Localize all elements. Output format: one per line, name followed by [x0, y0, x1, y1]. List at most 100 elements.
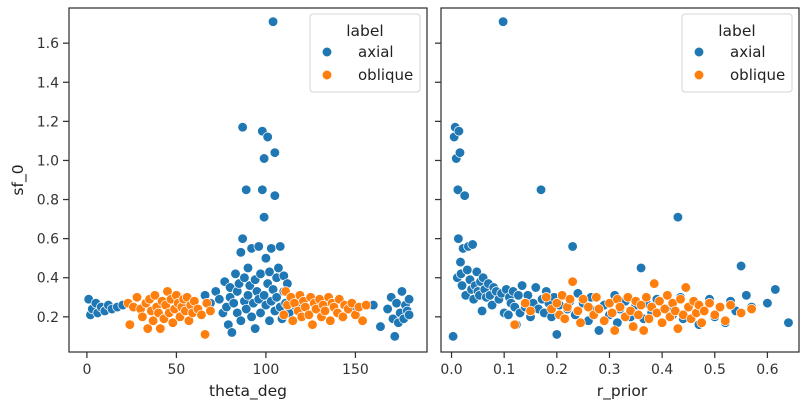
- data-point-oblique: [699, 305, 710, 317]
- data-point-oblique: [609, 325, 620, 336]
- x-tick-label: 0: [82, 362, 91, 378]
- data-point-oblique: [633, 309, 644, 321]
- data-point-axial: [403, 309, 415, 321]
- data-point-axial: [273, 262, 284, 274]
- data-point-oblique: [360, 299, 372, 311]
- data-point-axial: [271, 292, 282, 303]
- x-tick-label: 150: [342, 362, 369, 378]
- data-point-oblique: [656, 317, 668, 328]
- data-point-axial: [459, 190, 470, 201]
- data-point-axial: [462, 264, 473, 276]
- y-tick-label: 0.8: [37, 193, 59, 209]
- data-point-axial: [467, 239, 478, 250]
- data-point-oblique: [147, 315, 159, 326]
- data-point-oblique: [599, 315, 610, 326]
- data-point-axial: [456, 280, 468, 291]
- x-ticks: 0.0 0.1 0.2 0.3 0.4 0.5 0.6: [440, 352, 779, 378]
- data-point-axial: [593, 325, 605, 336]
- legend-label-oblique: oblique: [358, 66, 413, 84]
- data-point-oblique: [155, 323, 166, 334]
- data-point-oblique: [287, 315, 298, 326]
- data-point-axial: [269, 147, 281, 158]
- x-tick-label: 0.5: [704, 362, 726, 378]
- data-point-axial: [471, 266, 482, 278]
- data-point-oblique: [278, 309, 289, 321]
- data-point-oblique: [307, 319, 318, 330]
- data-point-oblique: [628, 321, 639, 332]
- data-point-axial: [453, 125, 465, 137]
- x-tick-label: 0.0: [440, 362, 462, 378]
- data-point-oblique: [659, 303, 670, 315]
- panel-theta-deg: 0 50 100 150 0.2 0.4 0.6 0.8 1.0 1.2 1.4 1.6 theta…: [9, 7, 428, 401]
- data-point-oblique: [564, 294, 576, 305]
- data-point-oblique: [551, 297, 562, 309]
- data-point-oblique: [675, 294, 686, 305]
- data-point-oblique: [149, 290, 161, 301]
- x-tick-label: 100: [253, 362, 280, 378]
- data-point-axial: [241, 303, 252, 315]
- data-point-axial: [241, 184, 252, 195]
- data-point-oblique: [525, 305, 536, 317]
- x-tick-label: 0.4: [651, 362, 673, 378]
- data-point-oblique: [337, 311, 349, 322]
- data-point-axial: [228, 297, 239, 309]
- data-point-oblique: [614, 301, 626, 313]
- data-point-axial: [513, 290, 524, 301]
- data-point-axial: [503, 309, 514, 321]
- x-tick-label: 0.2: [546, 362, 568, 378]
- data-point-axial: [741, 290, 752, 301]
- data-point-oblique: [509, 319, 520, 330]
- data-point-axial: [476, 305, 488, 317]
- y-ticks: 0.2 0.4 0.6 0.8 1.0 1.2 1.4 1.6: [37, 36, 69, 326]
- data-point-axial: [672, 211, 684, 223]
- legend-marker-axial: [693, 46, 705, 58]
- plot-frame: [440, 7, 800, 353]
- data-point-axial: [454, 147, 466, 158]
- data-point-axial: [258, 153, 270, 164]
- data-point-axial: [735, 260, 747, 272]
- x-axis-label: r_prior: [597, 382, 648, 401]
- data-point-axial: [375, 321, 386, 332]
- data-point-oblique: [672, 323, 684, 334]
- data-point-oblique: [137, 311, 148, 322]
- data-point-axial: [403, 294, 415, 305]
- data-point-oblique: [643, 313, 655, 324]
- data-point-axial: [452, 184, 464, 195]
- data-point-axial: [239, 272, 250, 283]
- data-point-axial: [266, 243, 277, 254]
- data-point-axial: [242, 290, 254, 301]
- data-point-oblique: [680, 282, 691, 293]
- data-point-axial: [250, 323, 261, 334]
- data-point-oblique: [167, 317, 178, 328]
- y-ticks: [435, 42, 441, 318]
- data-point-oblique: [720, 315, 731, 326]
- data-point-axial: [237, 233, 248, 244]
- data-point-axial: [567, 241, 578, 252]
- data-point-oblique: [520, 297, 531, 309]
- data-point-axial: [455, 256, 466, 268]
- data-point-axial: [453, 233, 464, 244]
- plot-frame: [68, 7, 428, 353]
- data-point-axial: [235, 247, 246, 258]
- data-point-axial: [396, 286, 408, 297]
- x-tick-label: 0.3: [598, 362, 620, 378]
- data-point-axial: [497, 16, 509, 27]
- data-point-axial: [260, 253, 272, 264]
- x-axis-label: theta_deg: [209, 382, 287, 401]
- legend-label-oblique: oblique: [730, 66, 785, 84]
- legend: label axial oblique: [309, 13, 421, 93]
- data-point-axial: [257, 184, 268, 195]
- data-point-axial: [258, 211, 270, 223]
- data-point-oblique: [131, 292, 143, 303]
- data-point-axial: [258, 290, 270, 301]
- data-point-axial: [551, 329, 562, 340]
- data-point-axial: [264, 315, 275, 326]
- data-point-axial: [516, 280, 528, 291]
- data-point-oblique: [541, 292, 552, 303]
- data-point-axial: [269, 190, 281, 201]
- legend-frame: [309, 13, 421, 93]
- data-point-axial: [262, 131, 273, 143]
- data-point-oblique: [567, 276, 578, 287]
- data-point-oblique: [746, 303, 757, 315]
